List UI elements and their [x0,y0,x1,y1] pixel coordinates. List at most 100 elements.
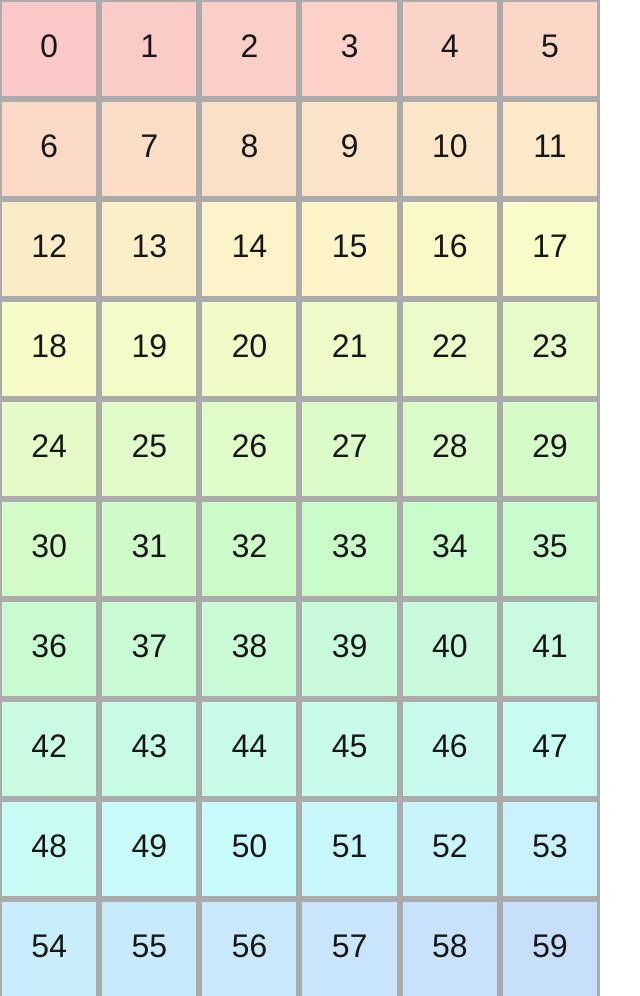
grid-cell[interactable]: 37 [102,602,197,696]
cell-label: 27 [331,427,368,464]
cell-label: 16 [431,227,468,264]
collection-grid: 0 1 2 3 4 5 6 7 8 9 10 11 12 13 14 [0,0,600,996]
cell-label: 24 [31,427,67,464]
cell-label: 29 [532,427,568,464]
grid-cell[interactable]: 11 [502,102,597,196]
cell-label: 7 [140,127,159,164]
cell-label: 36 [31,627,67,664]
grid-cell[interactable]: 13 [102,202,197,296]
grid-cell[interactable]: 16 [402,202,497,296]
grid-cell[interactable]: 25 [102,402,197,496]
grid-cell[interactable]: 53 [502,802,597,896]
grid-cell[interactable]: 42 [2,702,97,796]
cell-label: 55 [131,927,168,964]
cell-label: 41 [532,627,568,664]
grid-cell[interactable]: 10 [402,102,497,196]
cell-label: 57 [331,927,368,964]
grid-cell[interactable]: 45 [302,702,397,796]
grid-cell[interactable]: 28 [402,402,497,496]
cell-label: 28 [431,427,468,464]
cell-label: 0 [40,27,58,64]
grid-cell[interactable]: 33 [302,502,397,596]
grid-cell[interactable]: 20 [202,302,297,396]
cell-label: 53 [532,827,568,864]
cell-label: 39 [331,627,368,664]
grid-cell[interactable]: 27 [302,402,397,496]
grid-cell[interactable]: 56 [202,902,297,996]
grid-cell[interactable]: 12 [2,202,97,296]
grid-cell[interactable]: 40 [402,602,497,696]
cell-label: 51 [331,827,368,864]
cell-label: 26 [231,427,268,464]
cell-label: 12 [31,227,67,264]
cell-label: 1 [140,27,159,64]
grid-cell[interactable]: 47 [502,702,597,796]
cell-label: 3 [340,27,359,64]
grid-cell[interactable]: 23 [502,302,597,396]
grid-cell[interactable]: 46 [402,702,497,796]
grid-cell[interactable]: 48 [2,802,97,896]
cell-label: 46 [431,727,468,764]
grid-cell[interactable]: 18 [2,302,97,396]
cell-label: 15 [331,227,368,264]
cell-label: 33 [331,527,368,564]
grid-cell[interactable]: 43 [102,702,197,796]
grid-cell[interactable]: 17 [502,202,597,296]
grid-cell[interactable]: 29 [502,402,597,496]
cell-label: 35 [532,527,568,564]
grid-cell[interactable]: 9 [302,102,397,196]
cell-label: 48 [31,827,67,864]
grid-cell[interactable]: 31 [102,502,197,596]
grid-cell[interactable]: 52 [402,802,497,896]
cell-label: 6 [40,127,58,164]
cell-label: 47 [532,727,568,764]
grid-cell[interactable]: 15 [302,202,397,296]
grid-cell[interactable]: 57 [302,902,397,996]
grid-cell[interactable]: 55 [102,902,197,996]
grid-cell[interactable]: 36 [2,602,97,696]
grid-cell[interactable]: 6 [2,102,97,196]
grid-cell[interactable]: 22 [402,302,497,396]
cell-label: 34 [431,527,468,564]
grid-cell[interactable]: 19 [102,302,197,396]
grid-cell[interactable]: 1 [102,2,197,96]
grid-cell[interactable]: 41 [502,602,597,696]
grid-cell[interactable]: 24 [2,402,97,496]
grid-cell[interactable]: 21 [302,302,397,396]
grid-cell[interactable]: 7 [102,102,197,196]
cell-label: 2 [240,27,259,64]
cell-label: 37 [131,627,168,664]
cell-label: 14 [231,227,268,264]
grid-cell[interactable]: 39 [302,602,397,696]
cell-label: 10 [431,127,468,164]
grid-cell[interactable]: 2 [202,2,297,96]
cell-label: 9 [340,127,359,164]
grid-cell[interactable]: 30 [2,502,97,596]
grid-cell[interactable]: 34 [402,502,497,596]
cell-label: 43 [131,727,168,764]
cell-label: 49 [131,827,168,864]
grid-cell[interactable]: 38 [202,602,297,696]
cell-label: 23 [532,327,568,364]
grid-cell[interactable]: 32 [202,502,297,596]
grid-cell[interactable]: 0 [2,2,97,96]
grid-cell[interactable]: 4 [402,2,497,96]
grid-cell[interactable]: 59 [502,902,597,996]
grid-cell[interactable]: 35 [502,502,597,596]
grid-cell[interactable]: 49 [102,802,197,896]
grid-cell[interactable]: 50 [202,802,297,896]
grid-cell[interactable]: 26 [202,402,297,496]
grid-cell[interactable]: 58 [402,902,497,996]
grid-cell[interactable]: 3 [302,2,397,96]
grid-cell[interactable]: 51 [302,802,397,896]
grid-cell[interactable]: 8 [202,102,297,196]
grid-cell[interactable]: 44 [202,702,297,796]
grid-cell[interactable]: 54 [2,902,97,996]
cell-label: 56 [231,927,268,964]
grid-cell[interactable]: 14 [202,202,297,296]
cell-label: 50 [231,827,268,864]
cell-label: 44 [231,727,268,764]
cell-label: 32 [231,527,268,564]
cell-label: 11 [533,127,567,164]
grid-cell[interactable]: 5 [502,2,597,96]
